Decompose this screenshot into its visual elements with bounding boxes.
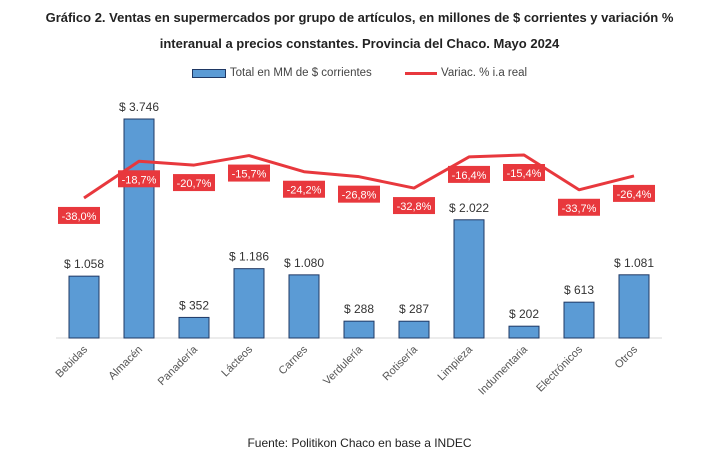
bar	[123, 118, 155, 339]
category-label: Panadería	[156, 343, 201, 388]
bar-value-label: $ 287	[399, 302, 429, 316]
bar	[178, 316, 210, 339]
line-label-box	[338, 185, 380, 203]
bar-value-label: $ 3.746	[119, 100, 159, 114]
category-label: Lácteos	[219, 343, 255, 379]
bar-value-label: $ 202	[509, 307, 539, 321]
bar	[453, 219, 485, 339]
line-value-label: -16,4%	[452, 170, 487, 182]
bar-value-label: $ 288	[344, 302, 374, 316]
category-label: Limpieza	[436, 343, 476, 383]
line-label-box	[283, 180, 325, 198]
line-label-box	[118, 170, 160, 188]
line-value-label: -38,0%	[62, 211, 97, 223]
line-value-label: -24,2%	[287, 185, 322, 197]
line-value-label: -15,7%	[232, 169, 267, 181]
category-label: Electrónicos	[534, 343, 585, 394]
line-label-box	[228, 164, 270, 182]
line-value-label: -26,4%	[617, 189, 652, 201]
bar	[233, 268, 265, 339]
bar-value-label: $ 2.022	[449, 201, 489, 215]
chart-title-line1: Gráfico 2. Ventas en supermercados por g…	[45, 10, 674, 25]
line-label-box	[393, 197, 435, 215]
bar	[288, 274, 320, 339]
bar-value-label: $ 352	[179, 298, 209, 312]
line-value-label: -20,7%	[177, 178, 212, 190]
line-label-box	[613, 184, 655, 202]
line-value-label: -33,7%	[562, 203, 597, 215]
line-label-box	[503, 164, 545, 181]
legend-line-label: Variac. % i.a real	[441, 67, 528, 79]
legend-bar-label: Total en MM de $ corrientes	[229, 67, 372, 79]
bar	[508, 325, 540, 339]
category-label: Verdulería	[321, 343, 366, 388]
legend-line-swatch	[405, 71, 438, 75]
category-label: Carnes	[277, 343, 311, 377]
legend-bar-swatch	[191, 68, 226, 78]
line-label-box	[558, 198, 600, 216]
category-label: Bebidas	[54, 343, 91, 380]
line-label-box	[58, 206, 100, 224]
bar-value-label: $ 1.058	[64, 257, 104, 271]
line-value-label: -32,8%	[397, 201, 432, 213]
line-value-label: -15,4%	[507, 168, 542, 180]
legend: Total en MM de $ corrientes Variac. % i.…	[0, 67, 719, 79]
plot-area: $ 1.058 Bebidas $ 3.746 Almacén $ 352 Panader…	[54, 100, 662, 398]
category-label: Otros	[613, 343, 641, 371]
bar-value-label: $ 1.081	[614, 256, 654, 270]
bar	[563, 301, 595, 339]
chart-title-line2: interanual a precios constantes. Provinc…	[159, 36, 560, 51]
line-label-box	[173, 174, 215, 192]
bar-value-label: $ 1.080	[284, 256, 324, 270]
category-label: Rotisería	[381, 343, 421, 383]
bar	[343, 320, 375, 339]
bar-value-label: $ 1.186	[229, 250, 269, 264]
bar	[398, 320, 430, 339]
category-label: Almacén	[106, 344, 145, 383]
line-value-label: -26,8%	[342, 190, 377, 202]
line-label-box	[448, 165, 490, 183]
bar	[68, 275, 100, 339]
bar	[618, 274, 650, 339]
bar-value-label: $ 613	[564, 283, 594, 297]
category-label: Indumentaria	[476, 343, 531, 398]
line-value-label: -18,7%	[122, 174, 157, 186]
source-note: Fuente: Politikon Chaco en base a INDEC	[247, 436, 472, 450]
